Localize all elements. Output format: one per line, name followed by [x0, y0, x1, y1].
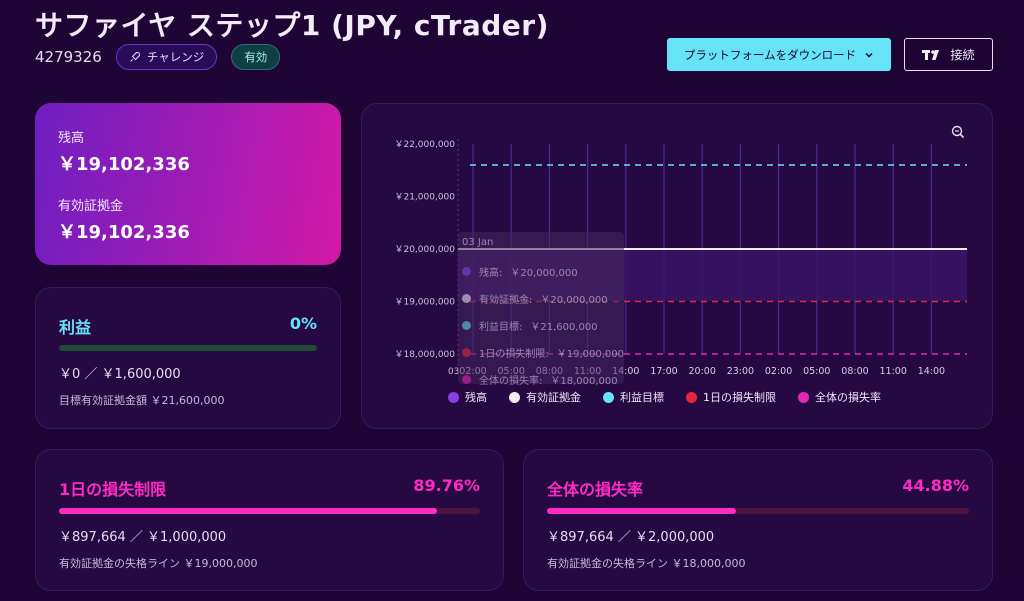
download-platform-label: プラットフォームをダウンロード [683, 47, 857, 62]
chart-x-start-label: 03 [448, 367, 459, 377]
chart-x-tick-label: 05:00 [803, 366, 830, 377]
chart-tooltip: 03 Jan 残高: ￥20,000,000 有効証拠金: ￥20,000,00… [458, 232, 624, 387]
tooltip-row-profit-target: 利益目標: ￥21,600,000 [462, 318, 598, 333]
equity-chart: ￥22,000,000 ￥21,000,000 ￥20,000,000 ￥19,000… [394, 139, 967, 377]
daily-loss-progress-fill [59, 508, 437, 514]
total-loss-progress-fill [547, 508, 737, 514]
legend-label: 全体の損失率 [815, 391, 881, 404]
connect-button[interactable]: 接続 [904, 38, 993, 71]
tooltip-value: ￥20,000,000 [540, 295, 608, 306]
chart-y-tick-label: ￥18,000,000 [394, 350, 455, 360]
status-badge: 有効 [231, 44, 281, 70]
legend-label: 1日の損失制限 [703, 391, 776, 404]
profit-amount: ￥0 ／ ￥1,600,000 [59, 367, 181, 382]
tooltip-dot [462, 375, 471, 384]
account-subheader: 4279326 チャレンジ 有効 [35, 44, 281, 70]
tooltip-dot [462, 294, 471, 303]
tradingview-logo-icon [922, 49, 940, 60]
chart-y-tick-label: ￥21,000,000 [394, 193, 455, 203]
tooltip-dot [462, 348, 471, 357]
profit-title: 利益 [59, 318, 92, 337]
connect-label: 接続 [950, 48, 975, 62]
tooltip-label: 1日の損失制限: [479, 349, 549, 360]
chart-y-tick-label: ￥22,000,000 [394, 140, 455, 150]
equity-value: ￥19,102,336 [58, 222, 190, 243]
tooltip-value: ￥19,000,000 [556, 349, 624, 360]
legend-label: 有効証拠金 [526, 391, 581, 404]
profit-card: 利益 0% ￥0 ／ ￥1,600,000 目標有効証拠金額 ￥21,600,0… [35, 287, 341, 429]
chart-y-tick-label: ￥20,000,000 [394, 245, 455, 255]
legend-dot [509, 391, 520, 403]
zoom-icon[interactable] [950, 124, 966, 140]
daily-loss-title: 1日の損失制限 [59, 480, 167, 499]
chart-x-tick-label: 20:00 [689, 366, 716, 377]
daily-loss-percent: 89.76% [413, 476, 480, 495]
legend-item-equity[interactable]: 有効証拠金 [509, 389, 581, 405]
chart-x-tick-label: 23:00 [727, 366, 754, 377]
daily-loss-threshold: 有効証拠金の失格ライン ￥19,000,000 [59, 557, 258, 570]
account-id: 4279326 [35, 48, 102, 66]
tooltip-row-equity: 有効証拠金: ￥20,000,000 [462, 291, 608, 306]
chart-x-tick-label: 08:00 [841, 366, 868, 377]
chart-x-tick-label: 14:00 [918, 366, 945, 377]
balance-label: 残高 [58, 131, 85, 146]
total-loss-card: 全体の損失率 44.88% ￥897,664 ／ ￥2,000,000 有効証拠… [523, 449, 993, 591]
legend-label: 利益目標 [620, 391, 664, 404]
legend-item-daily-loss[interactable]: 1日の損失制限 [686, 389, 776, 405]
tooltip-label: 全体の損失率: [479, 376, 543, 387]
tooltip-row-total-loss: 全体の損失率: ￥18,000,000 [462, 372, 618, 387]
chevron-down-icon [865, 52, 873, 58]
legend-dot [603, 391, 614, 403]
legend-item-total-loss[interactable]: 全体の損失率 [798, 389, 881, 405]
total-loss-progress-bar [547, 508, 969, 514]
tooltip-dot [462, 321, 471, 330]
daily-loss-progress-bar [59, 508, 480, 514]
balance-value: ￥19,102,336 [58, 154, 190, 175]
legend-dot [448, 391, 459, 403]
download-platform-button[interactable]: プラットフォームをダウンロード [667, 38, 891, 71]
rocket-icon [129, 51, 140, 62]
tooltip-dot [462, 267, 471, 276]
legend-label: 残高 [465, 391, 487, 404]
chart-x-tick-label: 17:00 [650, 366, 677, 377]
total-loss-threshold: 有効証拠金の失格ライン ￥18,000,000 [547, 557, 746, 570]
profit-percent: 0% [289, 314, 317, 333]
tooltip-label: 有効証拠金: [479, 295, 533, 306]
legend-item-profit-target[interactable]: 利益目標 [603, 389, 664, 405]
total-loss-percent: 44.88% [902, 476, 969, 495]
profit-header: 利益 0% [59, 314, 317, 338]
tooltip-value: ￥18,000,000 [550, 376, 618, 387]
equity-chart-card: ￥22,000,000 ￥21,000,000 ￥20,000,000 ￥19,000… [361, 103, 993, 429]
tooltip-value: ￥21,600,000 [530, 322, 598, 333]
tooltip-date: 03 Jan [462, 237, 494, 248]
chart-x-tick-label: 14:00 [612, 366, 639, 377]
tooltip-label: 残高: [479, 268, 503, 279]
legend-item-balance[interactable]: 残高 [448, 389, 487, 405]
page-title: サファイヤ ステップ1 (JPY, cTrader) [35, 9, 549, 42]
tooltip-value: ￥20,000,000 [510, 268, 578, 279]
chart-x-tick-label: 11:00 [880, 366, 907, 377]
legend-dot [686, 391, 697, 403]
profit-target: 目標有効証拠金額 ￥21,600,000 [59, 394, 225, 407]
chart-y-tick-label: ￥19,000,000 [394, 298, 455, 308]
balance-card: 残高 ￥19,102,336 有効証拠金 ￥19,102,336 [35, 103, 341, 265]
daily-loss-amount: ￥897,664 ／ ￥1,000,000 [59, 530, 227, 545]
chart-legend: 残高 有効証拠金 利益目標 1日の損失制限 全体の損失率 [448, 389, 881, 405]
daily-loss-header: 1日の損失制限 89.76% [59, 476, 480, 500]
challenge-badge: チャレンジ [115, 44, 218, 70]
total-loss-title: 全体の損失率 [547, 480, 644, 499]
daily-loss-card: 1日の損失制限 89.76% ￥897,664 ／ ￥1,000,000 有効証… [35, 449, 504, 591]
tooltip-row-balance: 残高: ￥20,000,000 [462, 264, 578, 279]
challenge-badge-label: チャレンジ [146, 50, 205, 64]
tooltip-label: 利益目標: [479, 322, 523, 333]
total-loss-amount: ￥897,664 ／ ￥2,000,000 [547, 530, 715, 545]
profit-progress-bar [59, 345, 317, 351]
chart-x-tick-label: 02:00 [765, 366, 792, 377]
equity-label: 有効証拠金 [58, 199, 124, 214]
tooltip-row-daily-loss: 1日の損失制限: ￥19,000,000 [462, 345, 624, 360]
total-loss-header: 全体の損失率 44.88% [547, 476, 969, 500]
legend-dot [798, 391, 809, 403]
